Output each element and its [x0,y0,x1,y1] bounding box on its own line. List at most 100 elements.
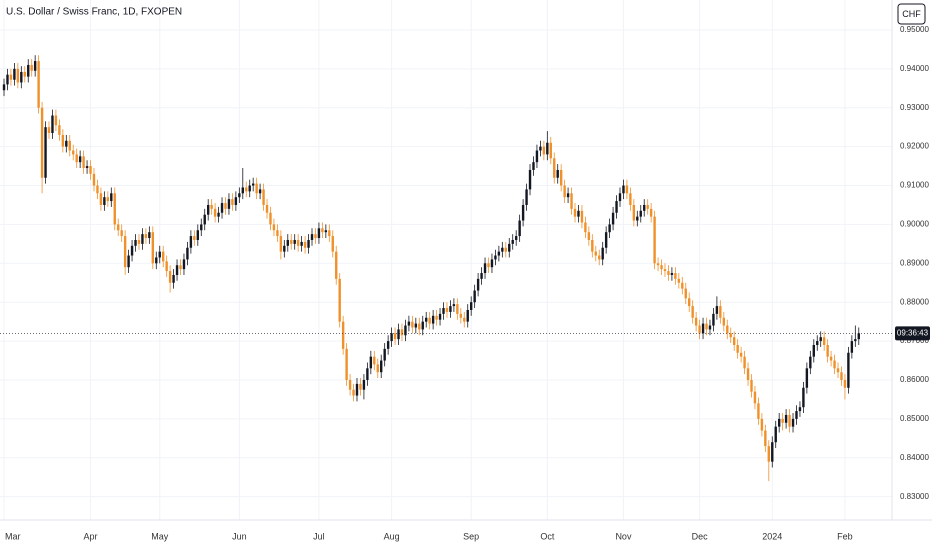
candle-body [722,317,726,326]
candle-body [9,74,13,80]
candle-body [117,224,120,231]
candle-body [459,313,463,318]
candle-body [54,115,58,126]
candle-body [27,64,30,77]
candle-body [189,236,193,248]
candle-body [729,333,732,338]
candle-body [490,259,494,268]
candle-body [404,325,407,336]
candle-body [241,187,244,194]
candle-body [20,71,23,83]
candle-body [732,337,736,345]
candle-body [231,199,234,205]
y-tick-label: 0.86000 [900,375,929,384]
candle-body [213,208,217,217]
candle-body [715,306,719,314]
candle-body [106,197,110,202]
candle-body [476,278,480,291]
candle-body [414,323,418,328]
candle-body [840,372,843,380]
candle-body [594,251,597,256]
candle-body [684,288,687,299]
candle-body [380,360,383,373]
x-tick-label: Aug [384,531,400,541]
candle-body [798,407,802,412]
candle-body [400,329,404,336]
x-tick-label: Feb [837,531,853,541]
candle-body [584,222,587,233]
currency-label[interactable]: CHF [902,9,921,19]
x-tick-label: Nov [615,531,632,541]
candle-body [774,426,777,443]
candle-body [456,304,459,314]
y-tick-label: 0.88000 [900,297,929,306]
candle-body [508,243,511,252]
x-tick-label: Jun [232,531,247,541]
candle-body [525,189,528,205]
candle-body [504,247,507,252]
candle-body [383,348,386,361]
candle-body [269,212,272,225]
y-tick-label: 0.90000 [900,220,929,229]
candle-body [227,199,231,209]
candle-body [61,134,65,147]
candle-body [134,239,137,246]
candle-body [604,232,608,248]
candle-body [85,166,89,169]
candle-body [688,298,691,307]
candle-body [636,216,639,221]
y-tick-label: 0.93000 [900,103,929,112]
candle-body [764,430,767,447]
candle-body [393,333,397,340]
candle-body [418,323,421,330]
x-tick-label: May [151,531,169,541]
candle-body [44,127,47,178]
candle-body [137,239,141,244]
x-tick-label: Oct [540,531,555,541]
candle-body [300,241,303,246]
candle-body [144,234,148,239]
candle-body [781,418,784,423]
candle-body [425,317,428,322]
candle-body [314,234,317,239]
candle-body [75,154,78,163]
candle-body [210,204,213,209]
grid [0,0,892,520]
candle-body [681,282,684,289]
candle-body [352,389,355,396]
candle-body [656,263,660,266]
candle-body [92,173,96,186]
candle-body [30,64,33,71]
candle-body [767,446,771,462]
candle-body [331,236,334,252]
currency-button[interactable] [897,3,926,25]
candle-body [629,193,632,205]
candle-body [518,220,521,237]
candle-body [833,360,836,369]
candle-body [854,339,857,342]
y-tick-label: 0.87000 [900,336,929,345]
candle-body [290,239,293,244]
candle-body [172,274,175,283]
y-tick-label: 0.89000 [900,258,929,267]
y-tick-label: 0.95000 [900,25,929,34]
candle-body [78,156,82,163]
candle-body [72,150,75,155]
candle-body [296,239,300,246]
candle-body [310,234,314,240]
candle-body [521,204,525,221]
candle-body [279,236,283,252]
candle-body [857,333,860,340]
candle-body [348,379,352,390]
candle-body [753,391,757,404]
candle-body [200,224,203,231]
candle-body [272,224,276,231]
candle-body [206,204,210,215]
candle-body [2,84,6,91]
candle-body [390,333,393,342]
candle-body [615,201,618,213]
chart-title: U.S. Dollar / Swiss Franc, 1D, FXOPEN [6,7,182,18]
candle-body [435,315,438,320]
candle-body [182,259,186,270]
